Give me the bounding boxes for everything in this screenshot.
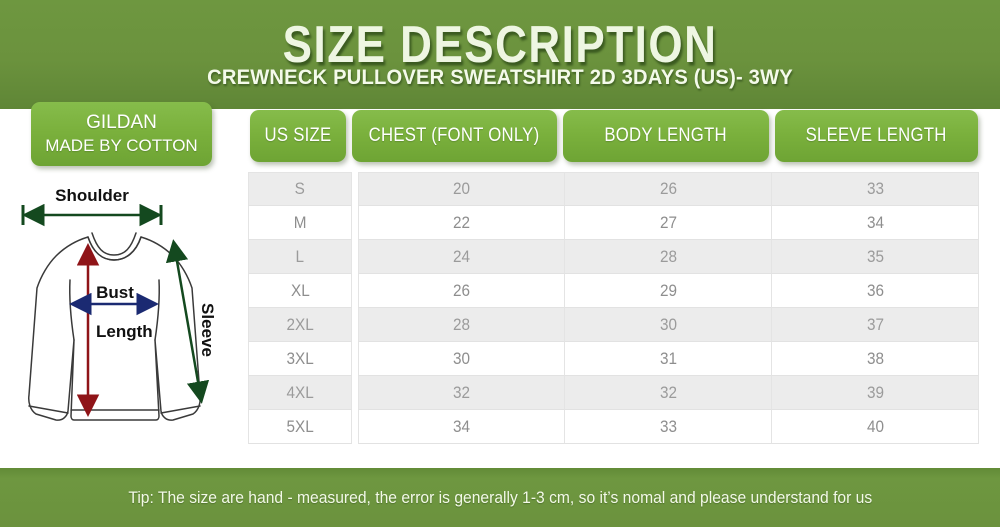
length-measure: Length xyxy=(76,243,153,417)
size-table: S 20 26 33 M 22 27 34 L 24 28 35 XL 26 2… xyxy=(248,172,986,444)
cell-chest: 28 xyxy=(358,308,565,342)
cell-body-length: 27 xyxy=(565,206,772,240)
cell-us-size: 4XL xyxy=(248,376,352,410)
table-row: M 22 27 34 xyxy=(248,206,986,240)
column-header-us-size: US SIZE xyxy=(250,110,346,162)
cell-body-length: 30 xyxy=(565,308,772,342)
column-header-body-length: BODY LENGTH xyxy=(563,110,769,162)
table-row: S 20 26 33 xyxy=(248,172,986,206)
table-row: 3XL 30 31 38 xyxy=(248,342,986,376)
cell-body-length: 26 xyxy=(565,172,772,206)
cell-body-length: 29 xyxy=(565,274,772,308)
cell-us-size: 5XL xyxy=(248,410,352,444)
bust-measure: Bust xyxy=(69,283,159,316)
sleeve-measure: Sleeve xyxy=(165,239,217,404)
brand-name: GILDAN xyxy=(86,111,157,133)
cell-chest: 32 xyxy=(358,376,565,410)
column-header-label: CHEST (FONT ONLY) xyxy=(369,125,540,147)
cell-us-size: 2XL xyxy=(248,308,352,342)
column-header-label: BODY LENGTH xyxy=(604,125,728,147)
cell-us-size: L xyxy=(248,240,352,274)
cell-sleeve-length: 38 xyxy=(772,342,979,376)
cell-chest: 22 xyxy=(358,206,565,240)
tip-bar: Tip: The size are hand - measured, the e… xyxy=(0,468,1000,527)
cell-chest: 34 xyxy=(358,410,565,444)
brand-material: MADE BY COTTON xyxy=(45,136,198,156)
column-header-label: SLEEVE LENGTH xyxy=(806,125,947,147)
cell-body-length: 32 xyxy=(565,376,772,410)
cell-sleeve-length: 36 xyxy=(772,274,979,308)
cell-body-length: 33 xyxy=(565,410,772,444)
cell-body-length: 31 xyxy=(565,342,772,376)
cell-body-length: 28 xyxy=(565,240,772,274)
column-header-chest: CHEST (FONT ONLY) xyxy=(352,110,557,162)
column-gap xyxy=(352,206,358,240)
length-label: Length xyxy=(96,322,153,341)
table-row: 5XL 34 33 40 xyxy=(248,410,986,444)
table-row: 2XL 28 30 37 xyxy=(248,308,986,342)
cell-us-size: S xyxy=(248,172,352,206)
brand-tab: GILDAN MADE BY COTTON xyxy=(31,102,212,166)
cell-chest: 26 xyxy=(358,274,565,308)
table-row: XL 26 29 36 xyxy=(248,274,986,308)
cell-sleeve-length: 37 xyxy=(772,308,979,342)
page-title: SIZE DESCRIPTION xyxy=(282,16,718,74)
cell-chest: 20 xyxy=(358,172,565,206)
table-row: L 24 28 35 xyxy=(248,240,986,274)
cell-sleeve-length: 34 xyxy=(772,206,979,240)
shoulder-measure: Shoulder xyxy=(21,186,163,227)
column-gap xyxy=(352,410,358,444)
shirt-measurement-diagram: Shoulder Sleeve Length Bust xyxy=(8,180,240,450)
column-header-label: US SIZE xyxy=(264,125,332,147)
tip-text: Tip: The size are hand - measured, the e… xyxy=(128,487,872,507)
cell-us-size: M xyxy=(248,206,352,240)
cell-us-size: XL xyxy=(248,274,352,308)
cell-sleeve-length: 35 xyxy=(772,240,979,274)
bust-label: Bust xyxy=(96,283,134,302)
shoulder-label: Shoulder xyxy=(55,186,129,205)
sleeve-label: Sleeve xyxy=(198,303,217,357)
header-banner: SIZE DESCRIPTION CREWNECK PULLOVER SWEAT… xyxy=(0,0,1000,109)
cell-chest: 30 xyxy=(358,342,565,376)
column-gap xyxy=(352,342,358,376)
column-gap xyxy=(352,274,358,308)
column-gap xyxy=(352,308,358,342)
column-gap xyxy=(352,376,358,410)
column-header-sleeve-length: SLEEVE LENGTH xyxy=(775,110,978,162)
cell-sleeve-length: 33 xyxy=(772,172,979,206)
cell-sleeve-length: 39 xyxy=(772,376,979,410)
table-row: 4XL 32 32 39 xyxy=(248,376,986,410)
column-gap xyxy=(352,240,358,274)
page-subtitle: CREWNECK PULLOVER SWEATSHIRT 2D 3DAYS (U… xyxy=(207,66,793,89)
column-gap xyxy=(352,172,358,206)
cell-chest: 24 xyxy=(358,240,565,274)
cell-sleeve-length: 40 xyxy=(772,410,979,444)
cell-us-size: 3XL xyxy=(248,342,352,376)
